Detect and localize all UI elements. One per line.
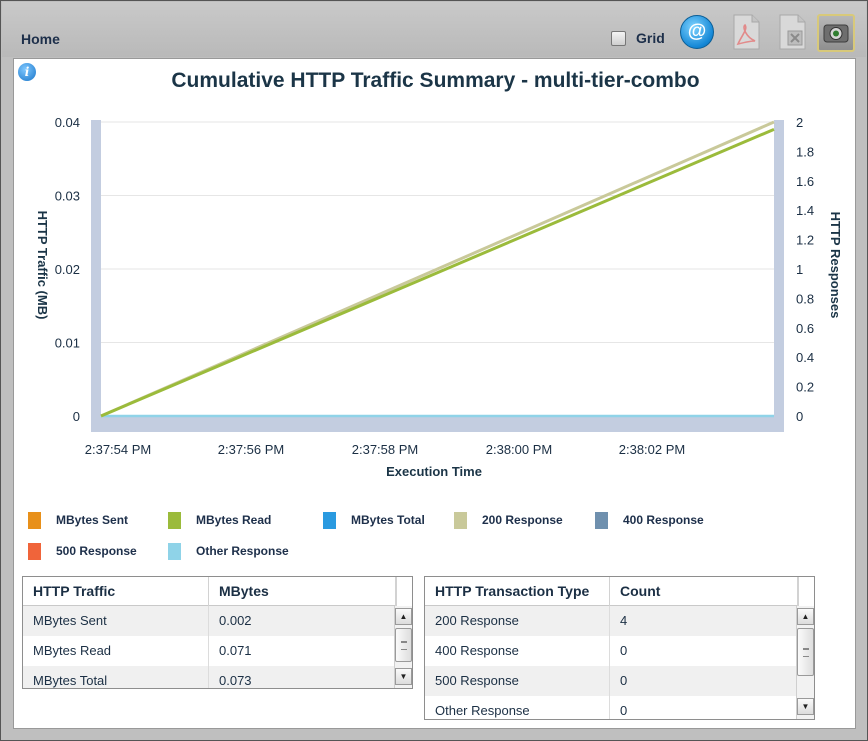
header-corner [798, 577, 814, 606]
legend-swatch [454, 512, 467, 529]
y-right-tick-label: 0.4 [796, 350, 814, 365]
y-right-axis-label: HTTP Responses [828, 212, 843, 319]
table-row[interactable]: 500 Response 0 [425, 666, 798, 696]
row-label-cell: Other Response [425, 696, 610, 719]
scroll-thumb[interactable] [797, 628, 814, 676]
header-corner [396, 577, 412, 606]
table-row[interactable]: MBytes Total 0.073 [23, 666, 396, 688]
grid-label: Grid [636, 30, 665, 46]
row-label-cell: 500 Response [425, 666, 610, 696]
left-axis-bar [91, 120, 101, 432]
row-value-cell: 0.002 [209, 606, 396, 636]
email-icon[interactable]: @ [680, 15, 714, 49]
row-value-cell: 0.073 [209, 666, 396, 688]
series-line-mbytes-read[interactable] [100, 127, 775, 418]
legend-label: MBytes Total [351, 513, 425, 527]
column-header[interactable]: HTTP Traffic [23, 577, 209, 606]
x-tick-label: 2:38:02 PM [619, 442, 686, 457]
legend-label: 200 Response [482, 513, 563, 527]
x-tick-label: 2:38:00 PM [486, 442, 553, 457]
y-left-tick-label: 0.02 [55, 262, 80, 277]
legend-swatch [168, 543, 181, 560]
table-row[interactable]: MBytes Sent 0.002 [23, 606, 396, 636]
scroll-thumb[interactable] [395, 628, 412, 662]
column-header[interactable]: HTTP Transaction Type [425, 577, 610, 606]
y-right-tick-label: 1.4 [796, 203, 814, 218]
scroll-down-icon[interactable]: ▼ [395, 668, 412, 685]
row-value-cell: 4 [610, 606, 798, 636]
legend-swatch [323, 512, 336, 529]
legend-swatch [28, 543, 41, 560]
y-left-tick-label: 0.04 [55, 115, 80, 130]
table-header: HTTP Transaction Type Count [425, 577, 814, 606]
y-right-tick-label: 0 [796, 409, 803, 424]
y-right-tick-label: 1.6 [796, 174, 814, 189]
table-row[interactable]: 400 Response 0 [425, 636, 798, 666]
scroll-up-icon[interactable]: ▲ [395, 608, 412, 625]
y-right-tick-label: 1.2 [796, 233, 814, 248]
y-right-tick-label: 0.8 [796, 291, 814, 306]
x-tick-label: 2:37:56 PM [218, 442, 285, 457]
right-axis-bar [774, 120, 784, 432]
row-label-cell: 200 Response [425, 606, 610, 636]
http-traffic-table: HTTP Traffic MBytes MBytes Sent 0.002 MByt… [22, 576, 413, 689]
scroll-down-icon[interactable]: ▼ [797, 698, 814, 715]
legend-label: Other Response [196, 544, 289, 558]
row-label-cell: MBytes Total [23, 666, 209, 688]
row-value-cell: 0 [610, 696, 798, 719]
x-axis-label: Execution Time [386, 464, 482, 479]
y-left-tick-label: 0 [73, 409, 80, 424]
row-value-cell: 0 [610, 636, 798, 666]
legend-swatch [168, 512, 181, 529]
row-label-cell: 400 Response [425, 636, 610, 666]
table-header: HTTP Traffic MBytes [23, 577, 412, 606]
excel-export-icon[interactable] [774, 13, 810, 51]
grid-checkbox[interactable] [611, 31, 626, 46]
scrollbar[interactable]: ▲ ▼ [394, 606, 412, 688]
table-row[interactable]: MBytes Read 0.071 [23, 636, 396, 666]
y-left-tick-label: 0.01 [55, 336, 80, 351]
row-value-cell: 0.071 [209, 636, 396, 666]
pdf-export-icon[interactable] [728, 13, 764, 51]
info-icon[interactable]: i [18, 63, 36, 81]
chart-panel: i Cumulative HTTP Traffic Summary - mult… [13, 58, 856, 729]
toolbar: Home Grid @ [2, 2, 866, 57]
scrollbar[interactable]: ▲ ▼ [796, 606, 814, 719]
y-right-tick-label: 0.2 [796, 380, 814, 395]
legend-swatch [595, 512, 608, 529]
row-label-cell: MBytes Read [23, 636, 209, 666]
y-right-tick-label: 1.8 [796, 144, 814, 159]
y-left-tick-label: 0.03 [55, 189, 80, 204]
legend-label: 500 Response [56, 544, 137, 558]
chart-title: Cumulative HTTP Traffic Summary - multi-… [171, 69, 700, 92]
x-tick-label: 2:37:58 PM [352, 442, 419, 457]
column-header[interactable]: MBytes [209, 577, 396, 606]
snapshot-icon[interactable] [817, 14, 855, 52]
traffic-chart: 0.04 0.03 0.02 0.01 0 2 1.8 1.6 1.4 1.2 1 0.8 0.6 0.4… [35, 115, 843, 479]
http-transaction-table: HTTP Transaction Type Count 200 Response… [424, 576, 815, 720]
scroll-up-icon[interactable]: ▲ [797, 608, 814, 625]
bottom-axis-bar [91, 416, 784, 432]
legend-swatch [28, 512, 41, 529]
row-label-cell: MBytes Sent [23, 606, 209, 636]
row-value-cell: 0 [610, 666, 798, 696]
table-row[interactable]: Other Response 0 [425, 696, 798, 719]
legend-label: MBytes Sent [56, 513, 129, 527]
y-left-axis-label: HTTP Traffic (MB) [35, 211, 50, 320]
y-right-tick-label: 0.6 [796, 321, 814, 336]
home-link[interactable]: Home [21, 31, 60, 47]
column-header[interactable]: Count [610, 577, 798, 606]
y-right-tick-label: 1 [796, 262, 803, 277]
x-tick-label: 2:37:54 PM [85, 442, 152, 457]
y-right-tick-label: 2 [796, 115, 803, 130]
legend-label: MBytes Read [196, 513, 272, 527]
table-row[interactable]: 200 Response 4 [425, 606, 798, 636]
legend-label: 400 Response [623, 513, 704, 527]
